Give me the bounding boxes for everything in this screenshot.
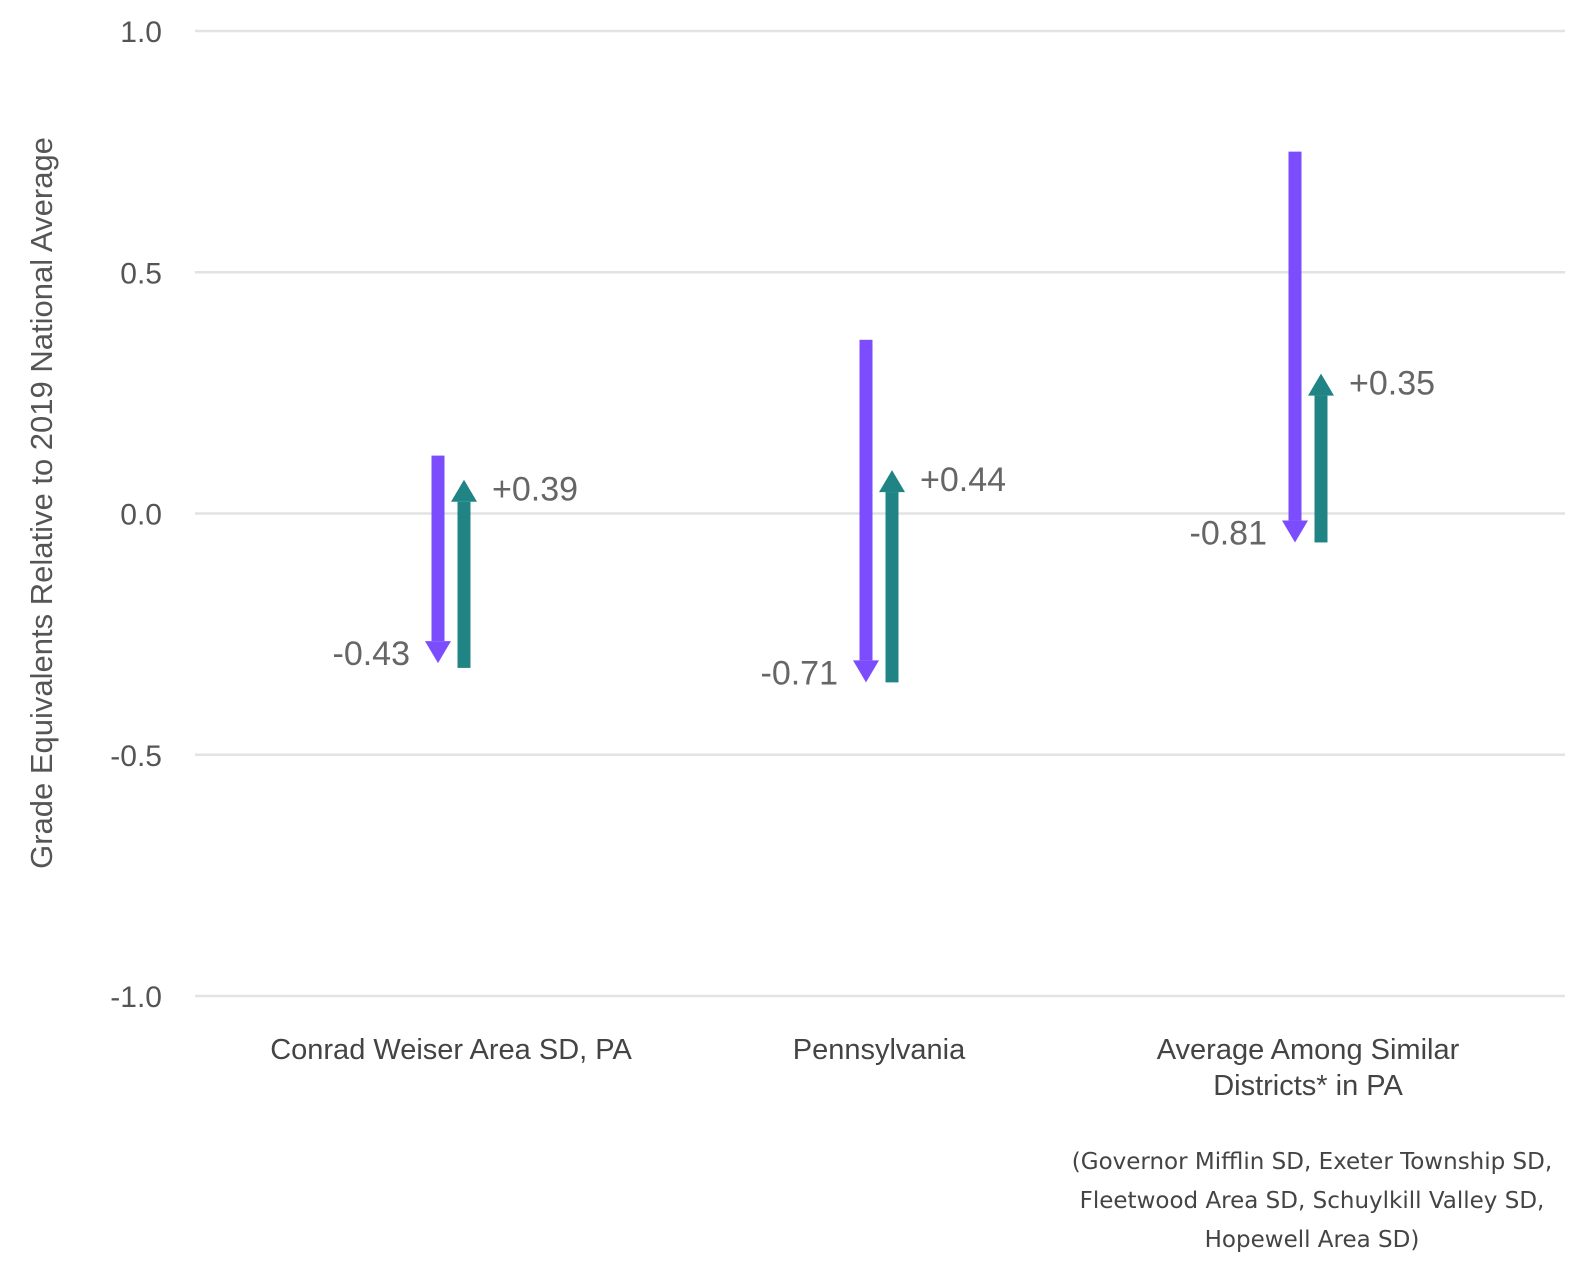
category-note: Hopewell Area SD): [1205, 1227, 1420, 1253]
y-axis-ticks: 1.0 0.5 0.0 -0.5 -1.0: [110, 16, 162, 1014]
decline-arrow-head: [853, 660, 879, 683]
recovery-arrow-head: [1308, 373, 1334, 396]
arrows: [425, 151, 1334, 683]
decline-value-label: -0.71: [761, 654, 839, 692]
recovery-arrow-shaft: [885, 492, 899, 683]
decline-arrow-head: [425, 641, 451, 664]
y-tick-label: -1.0: [110, 981, 162, 1014]
category-label: Average Among Similar: [1157, 1034, 1460, 1066]
decline-arrow-head: [1282, 520, 1308, 543]
category-label: Districts* in PA: [1213, 1070, 1403, 1102]
x-axis-categories: Conrad Weiser Area SD, PA Pennsylvania Ave…: [270, 1034, 1552, 1253]
decline-value-label: -0.81: [1190, 514, 1268, 552]
recovery-value-label: +0.39: [492, 471, 578, 509]
recovery-arrow-shaft: [457, 501, 471, 668]
decline-arrow-shaft: [859, 339, 873, 661]
decline-arrow-shaft: [431, 455, 445, 642]
decline-arrow-shaft: [1288, 151, 1302, 521]
y-tick-label: 0.5: [120, 257, 162, 290]
recovery-arrow-shaft: [1314, 395, 1328, 543]
category-note: Fleetwood Area SD, Schuylkill Valley SD,: [1080, 1188, 1545, 1214]
recovery-arrow-head: [879, 470, 905, 493]
category-label: Pennsylvania: [793, 1034, 966, 1066]
decline-value-label: -0.43: [333, 635, 411, 673]
y-tick-label: -0.5: [110, 740, 162, 773]
recovery-arrow-head: [451, 479, 477, 502]
y-tick-label: 1.0: [120, 16, 162, 49]
y-tick-label: 0.0: [120, 499, 162, 532]
recovery-value-label: +0.44: [920, 461, 1006, 499]
category-note: (Governor Mifflin SD, Exeter Township SD…: [1072, 1149, 1552, 1175]
recovery-value-label: +0.35: [1349, 365, 1435, 403]
data-labels: -0.43 -0.71 -0.81 +0.39 +0.44 +0.35: [333, 365, 1436, 693]
y-axis-label: Grade Equivalents Relative to 2019 Natio…: [24, 137, 59, 869]
category-label: Conrad Weiser Area SD, PA: [270, 1034, 632, 1066]
grid-lines: [195, 29, 1565, 998]
